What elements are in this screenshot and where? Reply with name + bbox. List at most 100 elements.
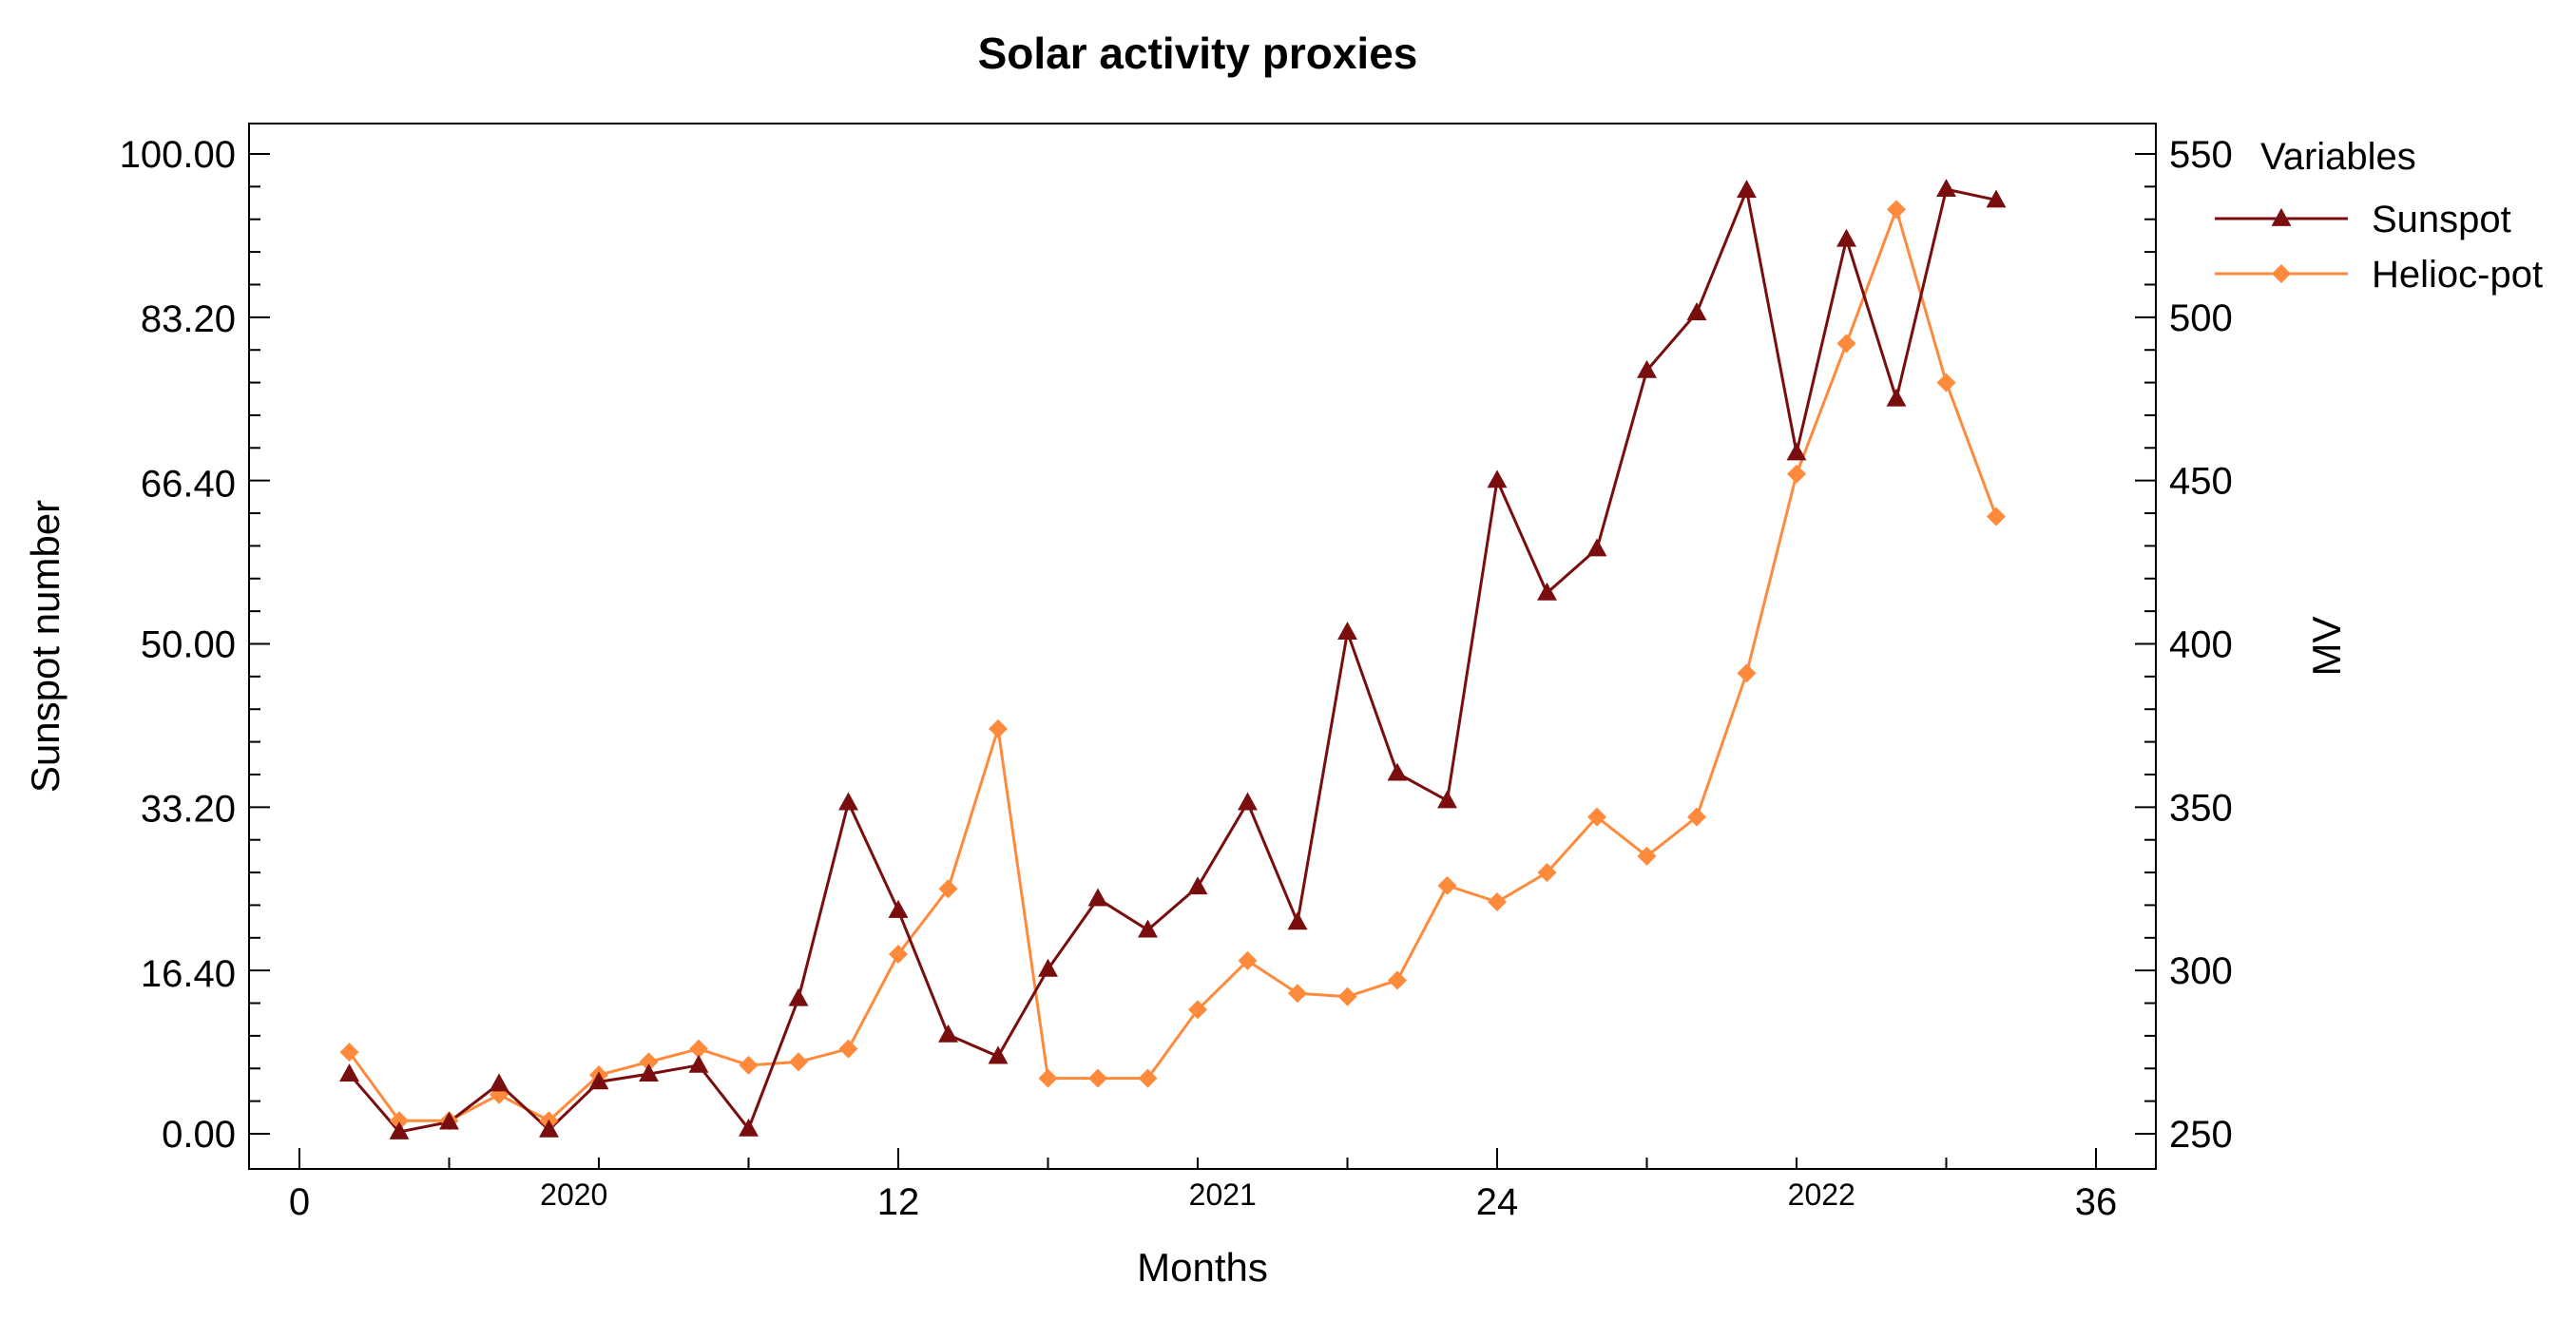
data-point-sunspot <box>938 1024 958 1043</box>
chart-title: Solar activity proxies <box>978 29 1418 78</box>
data-point-sunspot <box>439 1111 459 1130</box>
data-point-sunspot <box>1786 442 1807 461</box>
data-point-sunspot <box>539 1119 559 1138</box>
data-point-helioc-pot <box>1887 200 1906 220</box>
y-tick-label: 83.20 <box>141 298 236 340</box>
data-point-helioc-pot <box>1488 891 1507 911</box>
data-point-helioc-pot <box>889 944 908 964</box>
y2-tick-label: 550 <box>2169 134 2233 176</box>
data-point-sunspot <box>1886 388 1907 407</box>
data-point-helioc-pot <box>739 1055 759 1075</box>
legend: Variables Sunspot Helioc-pot <box>2215 136 2543 296</box>
year-label: 2020 <box>540 1177 607 1212</box>
x-tick-label: 36 <box>2075 1181 2118 1223</box>
data-point-sunspot <box>1337 622 1357 641</box>
series-line-helioc-pot <box>348 204 1998 1123</box>
data-point-sunspot <box>1437 790 1457 809</box>
data-point-helioc-pot <box>1836 334 1856 354</box>
y2-tick-label: 250 <box>2169 1114 2233 1156</box>
y-axis-label: Sunspot number <box>23 500 67 793</box>
plot-frame <box>248 123 2157 1170</box>
x-tick-label: 12 <box>877 1181 920 1223</box>
data-point-sunspot <box>339 1063 359 1082</box>
legend-label-sunspot: Sunspot <box>2372 199 2511 240</box>
data-point-sunspot <box>1187 876 1208 895</box>
data-point-sunspot <box>489 1073 509 1092</box>
series-line-sunspot <box>348 184 1997 1134</box>
y2-tick-label: 350 <box>2169 787 2233 829</box>
x-axis-label: Months <box>1137 1245 1268 1290</box>
data-point-sunspot <box>1586 538 1607 557</box>
data-point-helioc-pot <box>339 1043 359 1063</box>
data-point-sunspot <box>1387 762 1408 781</box>
marker-layer <box>339 179 2007 1139</box>
data-point-helioc-pot <box>1038 1068 1058 1088</box>
data-point-sunspot <box>1986 189 2007 208</box>
data-point-sunspot <box>1238 792 1258 811</box>
data-point-helioc-pot <box>989 718 1008 738</box>
data-point-helioc-pot <box>1288 984 1307 1004</box>
data-point-helioc-pot <box>390 1111 409 1131</box>
legend-title: Variables <box>2260 136 2416 178</box>
data-point-helioc-pot <box>789 1052 808 1072</box>
legend-label-helioc: Helioc-pot <box>2372 254 2543 296</box>
data-point-helioc-pot <box>1337 986 1357 1006</box>
data-point-helioc-pot <box>1737 663 1757 683</box>
data-point-sunspot <box>1138 919 1158 938</box>
year-label: 2022 <box>1788 1177 1855 1212</box>
data-point-helioc-pot <box>689 1039 708 1059</box>
data-point-sunspot <box>639 1063 659 1082</box>
data-point-helioc-pot <box>1587 807 1606 827</box>
data-point-sunspot <box>739 1118 759 1137</box>
data-point-sunspot <box>588 1071 609 1090</box>
data-point-helioc-pot <box>1787 464 1806 484</box>
data-point-sunspot <box>1487 469 1508 488</box>
legend-marker-helioc <box>2272 264 2291 283</box>
data-point-sunspot <box>1637 359 1657 378</box>
data-point-helioc-pot <box>1188 1000 1207 1020</box>
data-point-helioc-pot <box>1987 507 2006 526</box>
data-point-sunspot <box>1686 302 1707 320</box>
y2-axis-label: MV <box>2304 617 2349 677</box>
data-point-sunspot <box>888 899 909 918</box>
series-layer <box>348 184 1998 1134</box>
x-tick-label: 24 <box>1476 1181 1519 1223</box>
data-point-sunspot <box>688 1054 709 1073</box>
y-tick-label: 16.40 <box>141 953 236 995</box>
data-point-helioc-pot <box>1437 875 1457 895</box>
data-point-sunspot <box>838 792 858 811</box>
data-point-helioc-pot <box>838 1039 858 1059</box>
data-point-sunspot <box>1936 179 1956 198</box>
data-point-sunspot <box>988 1045 1009 1064</box>
y-tick-label: 33.20 <box>141 789 236 831</box>
data-point-helioc-pot <box>1238 950 1258 970</box>
x-tick-label: 0 <box>289 1181 310 1223</box>
y-tick-label: 0.00 <box>162 1114 236 1156</box>
data-point-helioc-pot <box>1088 1068 1107 1088</box>
data-point-helioc-pot <box>1388 970 1407 990</box>
data-point-sunspot <box>1038 958 1058 977</box>
data-point-sunspot <box>1087 888 1108 907</box>
data-point-helioc-pot <box>938 879 958 899</box>
data-point-helioc-pot <box>639 1052 659 1072</box>
y2-tick-label: 400 <box>2169 624 2233 666</box>
data-point-helioc-pot <box>1138 1068 1158 1088</box>
y2-tick-label: 500 <box>2169 297 2233 339</box>
y-tick-label: 50.00 <box>141 624 236 666</box>
tick-layer: 0.00 16.40 33.20 50.00 66.40 83.20 100.00 250 30… <box>120 134 2233 1223</box>
y2-tick-label: 300 <box>2169 950 2233 992</box>
data-point-sunspot <box>1287 911 1308 930</box>
data-point-helioc-pot <box>1637 846 1657 866</box>
data-point-helioc-pot <box>1537 863 1557 883</box>
y-tick-label: 66.40 <box>141 463 236 505</box>
data-point-sunspot <box>389 1120 410 1139</box>
data-point-sunspot <box>1537 582 1557 601</box>
legend-marker-sunspot <box>2271 208 2292 226</box>
data-point-sunspot <box>788 987 809 1006</box>
data-point-sunspot <box>1836 228 1856 247</box>
y2-tick-label: 450 <box>2169 461 2233 503</box>
data-point-sunspot <box>1737 180 1757 199</box>
y-tick-label: 100.00 <box>120 134 236 176</box>
data-point-helioc-pot <box>1936 373 1956 392</box>
